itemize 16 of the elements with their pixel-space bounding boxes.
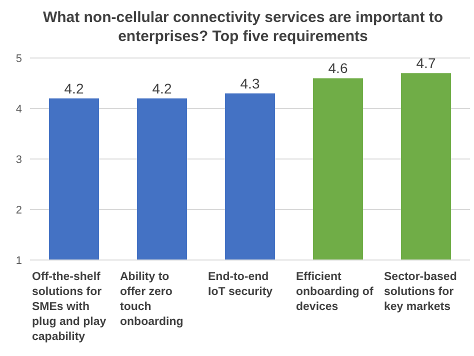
data-label: 4.3	[240, 75, 260, 92]
data-label: 4.6	[328, 60, 348, 76]
y-tick-label: 1	[16, 254, 22, 267]
chart-title: What non-cellular connectivity services are important to enterprises? Top five requirements	[42, 8, 444, 46]
y-tick-label: 2	[16, 204, 22, 216]
data-label: 4.7	[416, 55, 436, 72]
y-tick-label: 5	[16, 52, 22, 65]
data-label: 4.2	[152, 80, 172, 96]
x-tick-label: End-to-end IoT security	[208, 271, 274, 298]
x-tick-label: Efficient onboarding of devices	[296, 271, 374, 313]
x-tick-label: Sector-based solutions for key markets	[384, 271, 457, 313]
x-tick-label: Ability to offer zero touch onboarding	[120, 271, 184, 328]
y-tick-label: 3	[16, 154, 22, 166]
x-tick-label: Off-the-shelf solutions for SMEs with plug and play capability	[32, 271, 107, 343]
data-label: 4.2	[64, 80, 84, 96]
y-tick-label: 4	[16, 103, 22, 116]
